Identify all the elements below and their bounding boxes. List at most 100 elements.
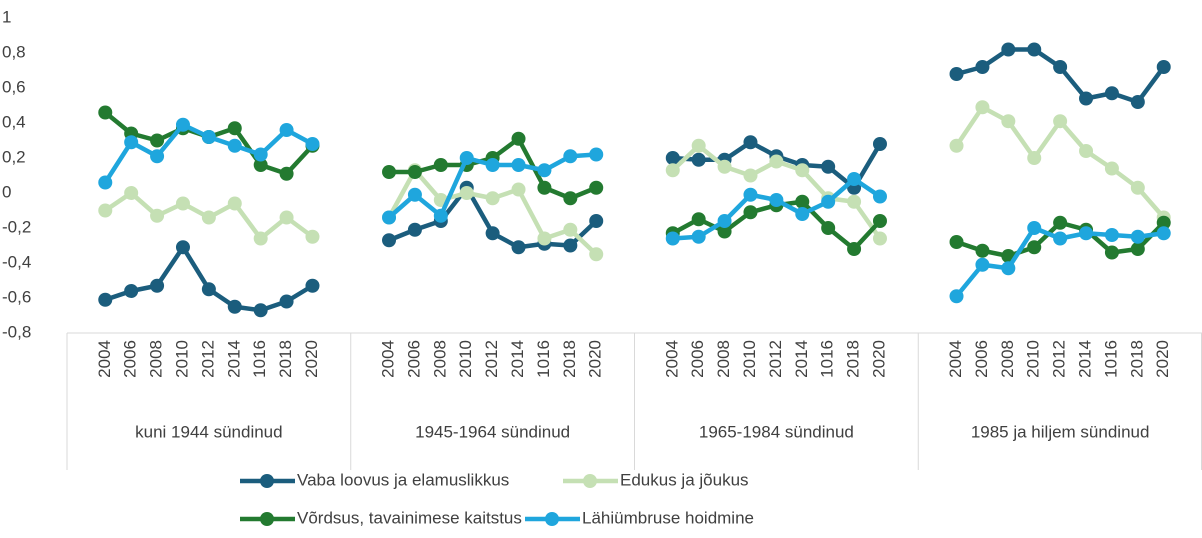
data-point — [124, 186, 139, 200]
y-tick-label: -0,8 — [2, 322, 31, 341]
x-tick-label: 2018 — [560, 340, 579, 378]
data-point — [563, 149, 578, 164]
data-point — [563, 191, 578, 206]
data-point — [821, 194, 836, 209]
data-point — [201, 282, 216, 297]
data-point — [1027, 151, 1042, 165]
x-tick-label: 1016 — [1101, 340, 1120, 378]
data-point — [227, 299, 242, 314]
data-point — [382, 210, 397, 225]
data-point — [1079, 226, 1094, 241]
data-point — [459, 186, 474, 200]
data-point — [691, 212, 706, 227]
data-point — [227, 196, 242, 211]
data-point — [847, 242, 862, 256]
data-point — [563, 222, 578, 237]
x-tick-label: 2008 — [147, 340, 166, 378]
x-tick-label: 2010 — [172, 340, 191, 378]
data-point — [872, 231, 887, 246]
data-point — [433, 208, 448, 223]
data-point — [124, 284, 139, 298]
data-point — [175, 117, 190, 132]
data-point — [511, 158, 526, 172]
data-point — [1156, 60, 1171, 74]
data-point — [1053, 231, 1068, 246]
data-point — [1130, 242, 1145, 256]
data-point — [1104, 228, 1119, 242]
data-point — [305, 137, 320, 151]
legend-label: Lähiümbruse hoidmine — [582, 508, 754, 527]
data-point — [98, 292, 113, 307]
data-point — [1001, 261, 1016, 276]
x-tick-label: 2012 — [1050, 340, 1069, 378]
x-tick-label: 2018 — [1127, 340, 1146, 378]
legend-label: Võrdsus, tavainimese kaitstus — [297, 508, 522, 527]
x-tick-label: 2014 — [224, 340, 243, 378]
data-point — [975, 243, 990, 258]
y-tick-label: -0,6 — [2, 287, 31, 306]
data-point — [201, 210, 216, 225]
data-point — [511, 131, 526, 146]
data-point — [975, 100, 990, 115]
x-tick-label: 2014 — [508, 340, 527, 378]
group-label: 1985 ja hiljem sündinud — [971, 422, 1150, 441]
group-label: kuni 1944 sündinud — [135, 422, 282, 441]
data-point — [124, 135, 139, 150]
data-point — [407, 222, 422, 237]
data-point — [382, 233, 397, 248]
data-point — [795, 207, 810, 221]
data-point — [537, 231, 552, 246]
data-point — [407, 165, 422, 179]
data-point — [743, 135, 758, 150]
legend-marker — [583, 474, 597, 488]
data-point — [227, 121, 242, 136]
x-tick-label: 2018 — [276, 340, 295, 378]
data-point — [253, 147, 268, 162]
data-point — [279, 294, 294, 309]
data-point — [1156, 215, 1171, 230]
data-point — [589, 180, 604, 195]
data-point — [665, 163, 680, 178]
data-point — [1156, 226, 1171, 241]
x-tick-label: 2020 — [302, 340, 321, 378]
data-point — [1130, 95, 1145, 109]
data-point — [253, 158, 268, 172]
data-point — [1079, 91, 1094, 106]
data-point — [98, 105, 113, 120]
data-point — [537, 180, 552, 195]
data-point — [150, 278, 165, 293]
data-point — [1104, 245, 1119, 260]
data-point — [589, 247, 604, 262]
data-point — [279, 123, 294, 137]
data-point — [949, 67, 964, 81]
data-point — [98, 203, 113, 218]
group-label: 1965-1984 sündinud — [699, 422, 854, 441]
legend-marker — [545, 512, 559, 526]
y-tick-label: 0,6 — [2, 77, 26, 96]
x-tick-label: 2004 — [946, 340, 965, 378]
data-point — [485, 226, 500, 241]
data-point — [175, 240, 190, 255]
x-tick-label: 2006 — [688, 340, 707, 378]
data-point — [589, 147, 604, 162]
data-point — [1104, 161, 1119, 176]
x-tick-label: 2008 — [714, 340, 733, 378]
x-tick-label: 2012 — [482, 340, 501, 378]
data-point — [1027, 240, 1042, 255]
x-tick-label: 2012 — [766, 340, 785, 378]
data-point — [253, 303, 268, 318]
data-point — [485, 191, 500, 206]
data-point — [691, 229, 706, 244]
data-point — [949, 235, 964, 249]
data-point — [949, 138, 964, 153]
data-point — [821, 159, 836, 174]
x-tick-label: 1016 — [250, 340, 269, 378]
data-point — [1027, 221, 1042, 235]
data-point — [975, 257, 990, 272]
data-point — [821, 221, 836, 235]
data-point — [665, 151, 680, 165]
data-point — [1001, 42, 1016, 57]
x-tick-label: 2006 — [121, 340, 140, 378]
data-point — [201, 130, 216, 144]
